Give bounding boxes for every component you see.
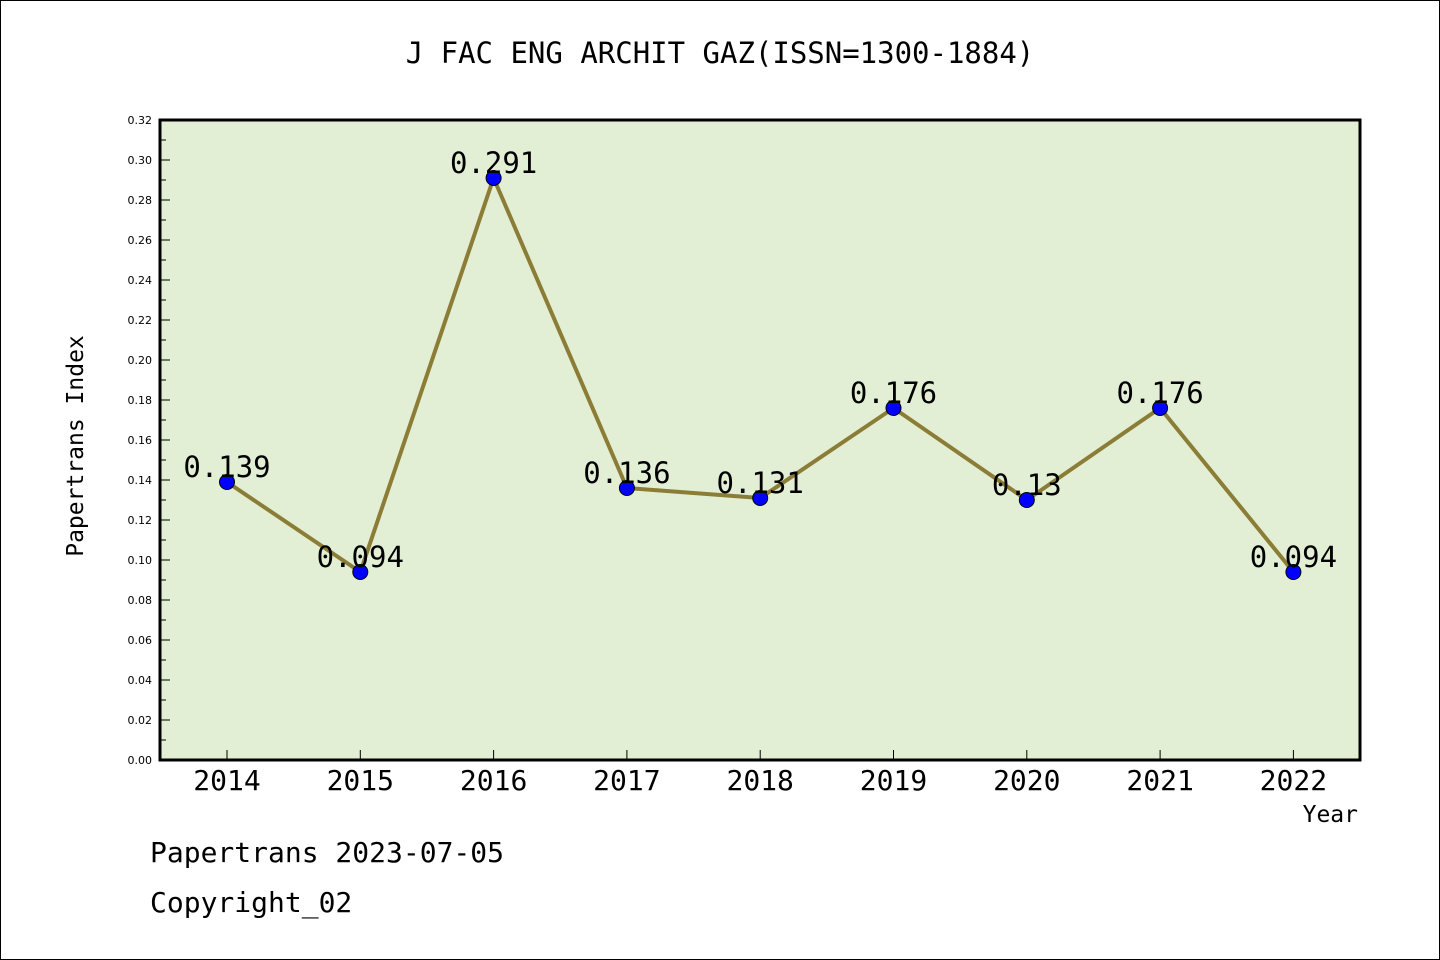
y-tick-label: 0.26 (128, 234, 153, 247)
data-label: 0.131 (717, 466, 804, 500)
plot-area (158, 118, 1362, 762)
data-point (219, 474, 235, 490)
chart-title: J FAC ENG ARCHIT GAZ(ISSN=1300-1884) (405, 36, 1035, 70)
data-point (1285, 564, 1302, 580)
data-point (485, 170, 502, 186)
y-tick-label: 0.20 (128, 354, 153, 367)
y-tick-label: 0.12 (128, 514, 153, 527)
data-label: 0.176 (1116, 376, 1203, 410)
x-tick-label: 2014 (193, 764, 260, 797)
data-point (618, 480, 635, 496)
x-tick-label: 2017 (593, 764, 660, 797)
data-label: 0.291 (450, 146, 537, 180)
y-tick-label: 0.04 (128, 674, 153, 687)
y-tick-label: 0.18 (128, 394, 153, 407)
x-axis-label: Year (1302, 802, 1358, 828)
data-point (1018, 492, 1035, 508)
y-tick-label: 0.00 (128, 754, 153, 767)
x-tick-label: 2016 (460, 764, 527, 797)
x-tick-label: 2015 (327, 764, 394, 797)
y-tick-label: 0.24 (128, 274, 153, 287)
y-tick-label: 0.32 (128, 114, 153, 127)
y-tick-label: 0.10 (128, 554, 153, 567)
y-tick-label: 0.22 (128, 314, 153, 327)
data-label: 0.176 (850, 376, 937, 410)
y-tick-label: 0.06 (128, 634, 153, 647)
data-point (1152, 400, 1169, 416)
y-tick-label: 0.16 (128, 434, 153, 447)
data-point (885, 400, 902, 416)
x-tick-label: 2021 (1126, 764, 1193, 797)
x-tick-label: 2022 (1260, 764, 1327, 797)
data-point (752, 490, 769, 506)
data-label: 0.136 (583, 456, 670, 490)
data-label: 0.094 (1250, 540, 1337, 574)
x-tick-label: 2020 (993, 764, 1060, 797)
y-tick-label: 0.02 (128, 714, 153, 727)
y-tick-label: 0.28 (128, 194, 153, 207)
y-tick-label: 0.08 (128, 594, 153, 607)
data-label: 0.094 (317, 540, 404, 574)
y-tick-label: 0.30 (128, 154, 153, 167)
data-point (352, 564, 369, 580)
footer-date: Papertrans 2023-07-05 (150, 836, 505, 869)
data-label: 0.13 (992, 468, 1062, 502)
x-tick-label: 2019 (860, 764, 927, 797)
footer-copyright: Copyright_02 (150, 886, 353, 919)
y-tick-label: 0.14 (128, 474, 153, 487)
x-tick-label: 2018 (726, 764, 793, 797)
data-label: 0.139 (183, 450, 270, 484)
